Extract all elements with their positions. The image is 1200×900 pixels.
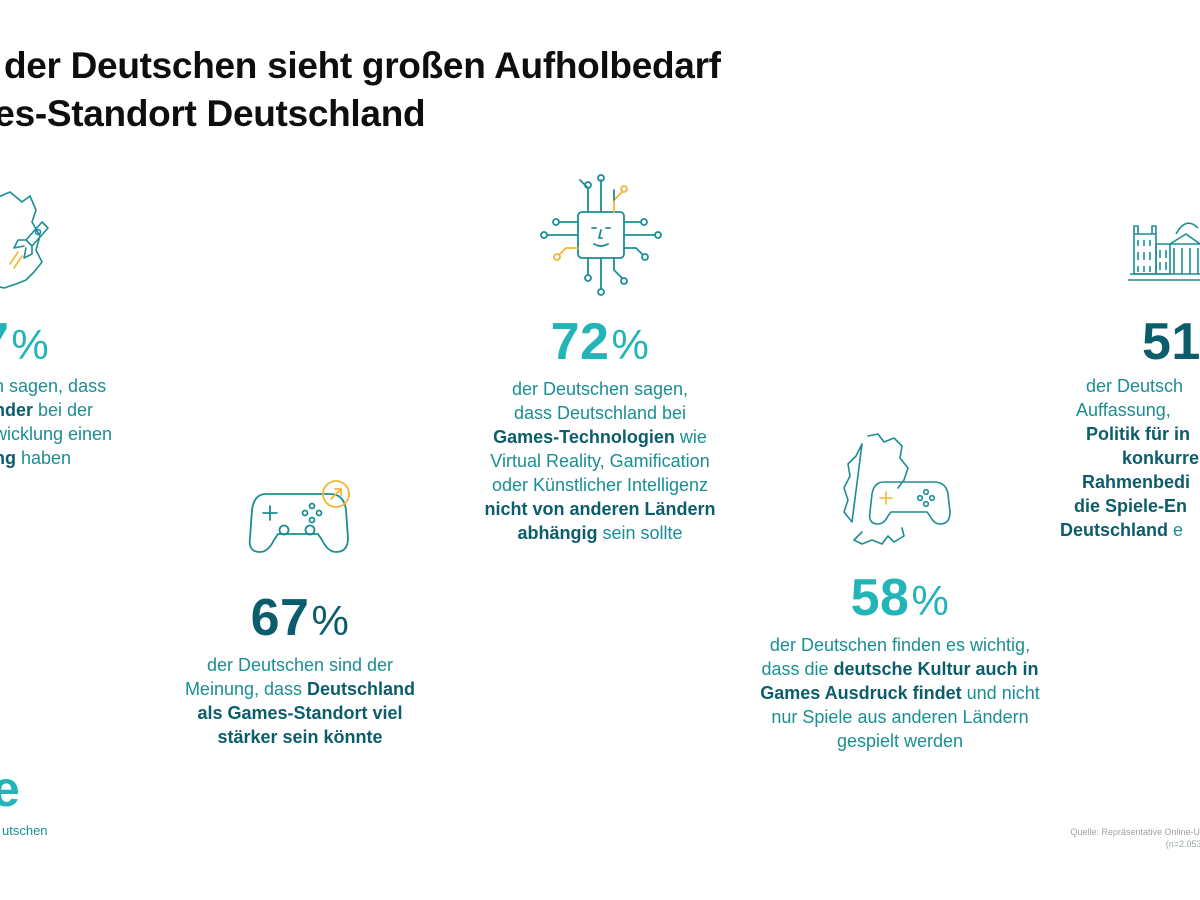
stat-72-line-7: abhängig sein sollte — [440, 521, 760, 545]
stat-72-unit: % — [611, 321, 650, 368]
stat-51-line-3: Politik für in — [1054, 422, 1200, 446]
government-building-icon — [1126, 214, 1200, 284]
title-line-2: nes-Standort Deutschland — [0, 93, 426, 134]
stat-72-percent: 72% — [440, 314, 760, 373]
stat-58-line-5: gespielt werden — [836, 731, 964, 751]
stat-51-line-3-bold: Politik für in — [1086, 424, 1191, 444]
stat-72-line-5: oder Künstlicher Intelligenz — [491, 475, 709, 495]
stat-67-line-4: stärker sein könnte — [150, 725, 450, 749]
stat-67-line-1: der Deutschen sind der — [206, 655, 394, 675]
stat-72-line-4: Virtual Reality, Gamification — [490, 451, 710, 471]
stat-58-line-3-rest: und nicht — [961, 683, 1040, 703]
stat-47-line-2: nder bei der — [0, 398, 144, 422]
title-line-1: it der Deutschen sieht großen Aufholbeda… — [0, 45, 721, 86]
stat-58-unit: % — [911, 577, 950, 624]
stat-67-line-3-bold: als Games-Standort viel — [197, 703, 403, 723]
stat-72-description: der Deutschen sagen, dass Deutschland be… — [440, 377, 760, 545]
stat-67: 67% der Deutschen sind der Meinung, dass… — [150, 590, 450, 749]
brand-logo: e — [0, 761, 20, 817]
stat-58-line-4: nur Spiele aus anderen Ländern — [771, 707, 1029, 727]
stat-47-line-4-bold: ng — [0, 448, 16, 468]
stat-67-line-2: Meinung, dass Deutschland — [150, 677, 450, 701]
stat-51-line-7: Deutschland e — [1054, 518, 1200, 542]
stat-58-line-2: dass die deutsche Kultur auch in — [725, 657, 1075, 681]
stat-72-line-1: der Deutschen sagen, — [511, 379, 689, 399]
stat-58-line-3-bold: Games Ausdruck findet — [760, 683, 962, 703]
stat-47-line-3: wicklung einen — [0, 424, 113, 444]
stat-51-value: 51 — [1142, 313, 1200, 371]
stat-51-line-5-bold: Rahmenbedi — [1082, 472, 1191, 492]
stat-51-line-5: Rahmenbedi — [1054, 470, 1200, 494]
stat-47: 7% — [0, 314, 140, 373]
stat-72-line-2: dass Deutschland bei — [513, 403, 687, 423]
stat-67-percent: 67% — [150, 590, 450, 649]
stat-47-value: 7 — [0, 313, 9, 371]
stat-51-line-1: der Deutsch — [1086, 376, 1184, 396]
stat-72-line-3-bold: Games-Technologien — [493, 427, 675, 447]
brand-logo-line-1: utschen — [2, 823, 48, 838]
brand-logo-subtitle: utschen e — [0, 822, 48, 856]
stat-67-line-2-bold: Deutschland — [307, 679, 416, 699]
stat-58-line-2-start: dass die — [761, 659, 834, 679]
source-line-2: (n=2.053) im Juli u — [1165, 839, 1200, 849]
stat-58: 58% der Deutschen finden es wichtig, das… — [725, 570, 1075, 753]
stat-58-description: der Deutschen finden es wichtig, dass di… — [725, 633, 1075, 753]
stat-72-line-6: nicht von anderen Ländern — [440, 497, 760, 521]
stat-47-unit: % — [11, 321, 50, 368]
stat-58-line-2-bold: deutsche Kultur auch in — [833, 659, 1039, 679]
stat-51-line-7-bold: Deutschland — [1060, 520, 1169, 540]
stat-72-line-6-bold: nicht von anderen Ländern — [484, 499, 716, 519]
stat-51: 51 — [1050, 314, 1200, 370]
stat-51-line-4-bold: konkurre — [1122, 448, 1200, 468]
stat-47-description: n sagen, dass nder bei der wicklung eine… — [0, 374, 144, 470]
gamepad-arrow-icon — [248, 476, 358, 558]
ai-chip-face-icon — [540, 174, 662, 296]
stat-51-line-2: Auffassung, — [1076, 400, 1171, 420]
page-title: it der Deutschen sieht großen Aufholbeda… — [0, 42, 721, 138]
stat-67-value: 67 — [250, 589, 310, 647]
stat-67-line-3: als Games-Standort viel — [150, 701, 450, 725]
germany-rocket-icon — [0, 188, 52, 300]
stat-51-line-4: konkurre — [1054, 446, 1200, 470]
stat-72-line-3: Games-Technologien wie — [440, 425, 760, 449]
stat-72-line-7-bold: abhängig — [517, 523, 598, 543]
stat-72: 72% der Deutschen sagen, dass Deutschlan… — [440, 314, 760, 545]
stat-47-line-2-rest: bei der — [33, 400, 94, 420]
stat-47-line-1: n sagen, dass — [0, 376, 107, 396]
stat-67-line-2-start: Meinung, dass — [184, 679, 308, 699]
stat-67-line-4-bold: stärker sein könnte — [217, 727, 383, 747]
stat-51-line-6-bold: die Spiele-En — [1074, 496, 1188, 516]
stat-67-description: der Deutschen sind der Meinung, dass Deu… — [150, 653, 450, 749]
stat-51-line-6: die Spiele-En — [1054, 494, 1200, 518]
stat-58-line-1: der Deutschen finden es wichtig, — [769, 635, 1031, 655]
stat-58-line-3: Games Ausdruck findet und nicht — [725, 681, 1075, 705]
brand-logo-line-2: e — [0, 839, 48, 856]
source-note: Quelle: Repräsentative Online-Umfrage vo… — [1070, 826, 1200, 850]
source-line-1: Quelle: Repräsentative Online-Umfrage vo — [1070, 827, 1200, 837]
stat-47-line-2-bold: nder — [0, 400, 34, 420]
stat-58-percent: 58% — [725, 570, 1075, 629]
stat-47-line-4-rest: haben — [16, 448, 72, 468]
stat-72-line-7-rest: sein sollte — [597, 523, 683, 543]
stat-47-line-4: ng haben — [0, 446, 144, 470]
germany-gamepad-icon — [842, 432, 958, 548]
stat-51-description: der Deutsch Auffassung, Politik für in k… — [1054, 374, 1200, 542]
stat-58-value: 58 — [850, 569, 910, 627]
stat-47-percent: 7% — [0, 314, 140, 373]
stat-67-unit: % — [311, 597, 350, 644]
stat-72-value: 72 — [550, 313, 610, 371]
stat-51-line-7-rest: e — [1168, 520, 1184, 540]
stat-72-line-3-rest: wie — [674, 427, 707, 447]
